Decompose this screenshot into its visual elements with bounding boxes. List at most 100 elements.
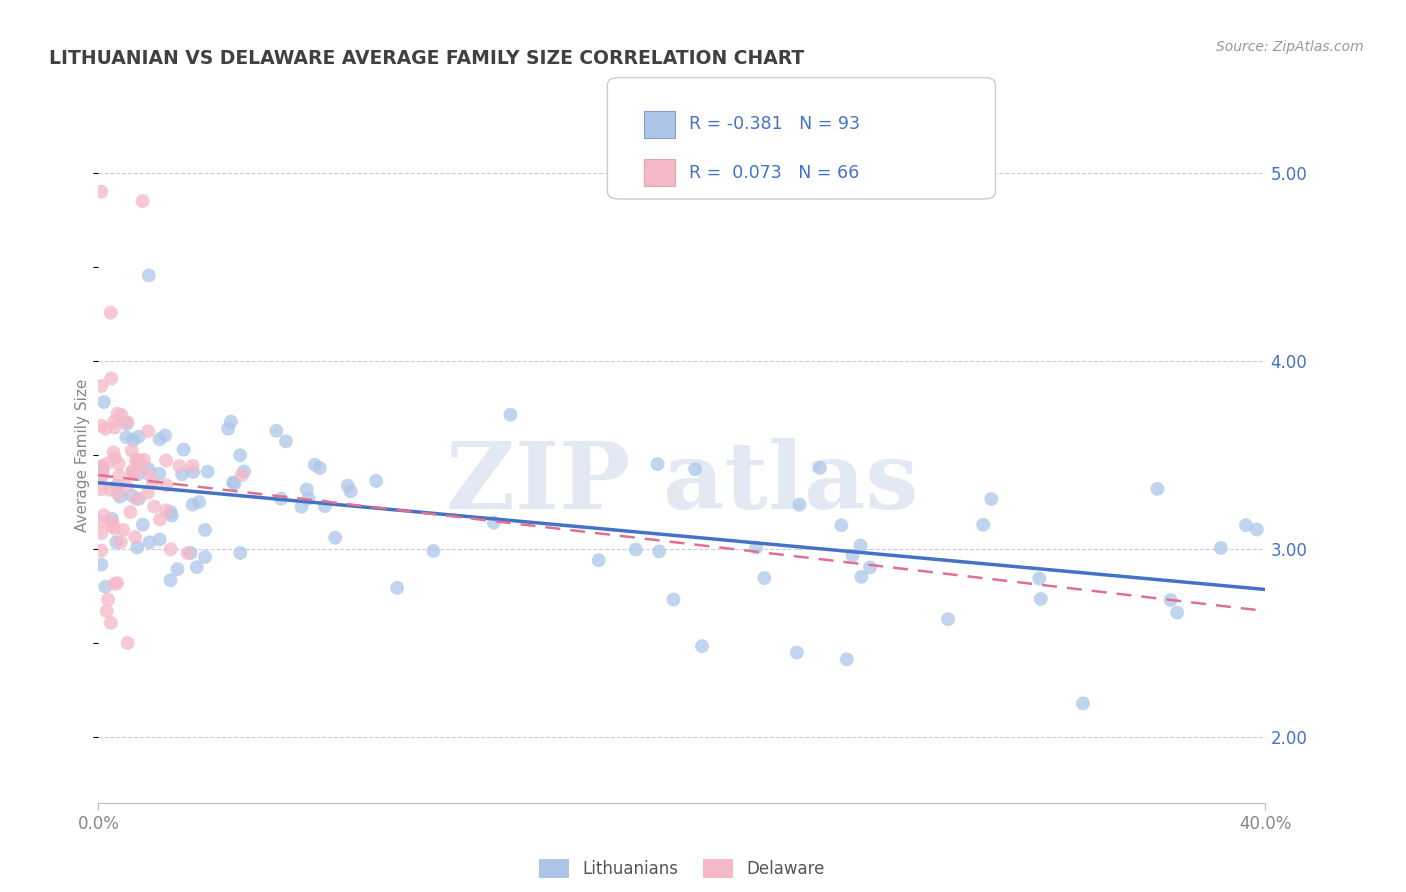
Point: [131, 194, 153, 208]
Point: [94, 422, 117, 436]
Point: [128, 454, 150, 468]
Point: [624, 542, 647, 557]
Point: [841, 549, 863, 563]
Point: [100, 371, 122, 385]
Point: [1166, 606, 1188, 620]
Point: [112, 523, 135, 537]
Point: [159, 505, 181, 519]
Point: [295, 483, 318, 497]
Point: [297, 491, 319, 506]
Point: [94, 580, 117, 594]
Point: [849, 539, 872, 553]
Point: [482, 516, 505, 530]
Point: [120, 505, 142, 519]
Point: [103, 415, 125, 429]
Point: [229, 546, 252, 560]
Point: [186, 560, 208, 574]
Text: LITHUANIAN VS DELAWARE AVERAGE FAMILY SIZE CORRELATION CHART: LITHUANIAN VS DELAWARE AVERAGE FAMILY SI…: [49, 49, 804, 68]
Point: [786, 646, 808, 660]
Point: [159, 542, 181, 557]
Point: [121, 489, 143, 503]
Point: [122, 467, 145, 481]
Point: [166, 562, 188, 576]
Point: [323, 531, 346, 545]
Point: [101, 516, 124, 530]
Point: [93, 395, 115, 409]
Point: [197, 465, 219, 479]
Point: [115, 430, 138, 444]
Point: [808, 460, 831, 475]
Point: [91, 464, 114, 478]
Point: [1246, 523, 1268, 537]
Point: [173, 442, 195, 457]
Point: [142, 475, 165, 490]
Point: [90, 418, 112, 433]
Point: [647, 457, 669, 471]
Point: [194, 550, 217, 565]
Point: [107, 407, 129, 421]
Point: [107, 487, 129, 501]
Point: [176, 546, 198, 560]
Point: [1146, 482, 1168, 496]
Point: [270, 491, 292, 506]
Point: [138, 268, 160, 283]
Point: [138, 535, 160, 549]
Point: [128, 430, 150, 444]
Point: [104, 451, 127, 466]
Text: R = -0.381   N = 93: R = -0.381 N = 93: [689, 115, 860, 133]
Point: [122, 433, 145, 447]
Point: [127, 541, 149, 555]
Point: [138, 462, 160, 476]
Point: [149, 432, 172, 446]
Point: [105, 478, 128, 492]
Point: [188, 495, 211, 509]
Point: [136, 424, 159, 438]
Point: [217, 421, 239, 435]
Point: [229, 448, 252, 462]
Point: [274, 434, 297, 449]
Point: [859, 560, 882, 574]
Point: [90, 185, 112, 199]
Point: [336, 478, 359, 492]
Point: [222, 475, 245, 490]
Point: [304, 458, 326, 472]
Point: [90, 526, 112, 541]
Point: [110, 535, 132, 549]
Point: [96, 604, 118, 618]
Point: [231, 468, 253, 483]
Point: [181, 465, 204, 479]
Point: [314, 499, 336, 513]
Text: R =  0.073   N = 66: R = 0.073 N = 66: [689, 163, 859, 181]
Point: [90, 483, 112, 497]
Point: [385, 581, 408, 595]
Point: [169, 458, 191, 473]
Point: [90, 459, 112, 474]
Point: [100, 306, 122, 320]
Point: [1028, 572, 1050, 586]
Point: [148, 467, 170, 481]
Point: [233, 465, 256, 479]
Point: [499, 408, 522, 422]
Point: [121, 443, 143, 458]
Point: [110, 408, 132, 422]
Point: [1209, 541, 1232, 555]
Point: [108, 490, 131, 504]
Point: [96, 457, 118, 471]
Point: [117, 415, 139, 429]
Point: [745, 541, 768, 555]
Point: [98, 483, 121, 497]
Point: [1234, 518, 1257, 533]
Point: [588, 553, 610, 567]
Point: [93, 508, 115, 523]
Point: [181, 458, 204, 473]
Point: [422, 544, 444, 558]
Point: [181, 498, 204, 512]
Point: [662, 592, 685, 607]
Point: [108, 468, 131, 483]
Point: [91, 467, 114, 482]
Point: [132, 453, 155, 467]
Point: [104, 577, 127, 591]
Point: [138, 467, 160, 481]
Point: [155, 478, 177, 492]
Point: [851, 570, 873, 584]
